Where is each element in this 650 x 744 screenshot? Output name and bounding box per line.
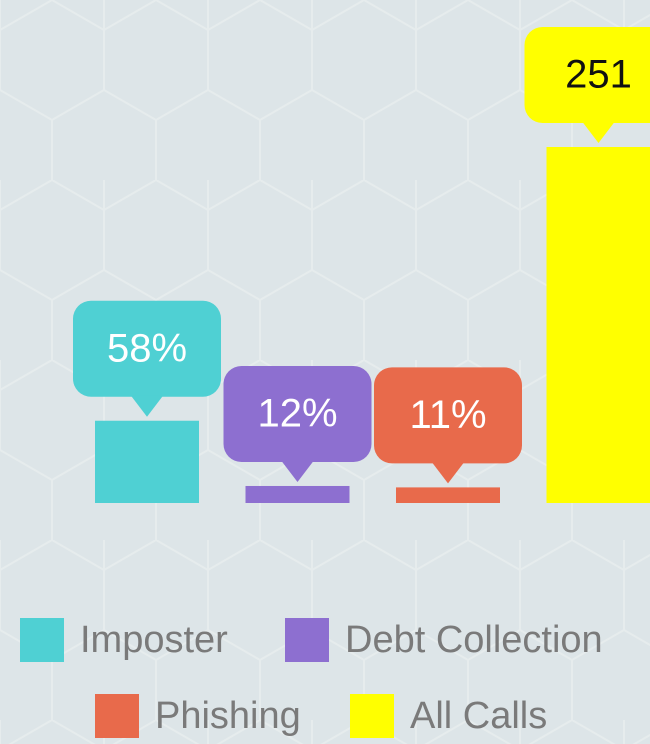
legend: Imposter Debt Collection Phishing All Calls (20, 618, 603, 738)
legend-swatch (350, 694, 394, 738)
legend-swatch (95, 694, 139, 738)
legend-swatch (20, 618, 64, 662)
bar (245, 485, 350, 503)
legend-label: Phishing (155, 695, 301, 737)
callout (223, 365, 372, 462)
callout-pointer (131, 395, 163, 417)
legend-label: All Calls (410, 695, 547, 737)
callout (73, 300, 221, 397)
callout-pointer (582, 122, 615, 143)
legend-label: Debt Collection (345, 619, 603, 661)
callout-pointer (432, 462, 464, 484)
value-label: 12% (257, 392, 337, 436)
bar (546, 147, 650, 503)
plot: 58% 12% 11% 251 (73, 27, 650, 503)
legend-swatch (285, 618, 329, 662)
value-label: 251 (565, 53, 632, 97)
value-label: 11% (409, 393, 486, 437)
callout (374, 367, 522, 464)
bar (396, 487, 500, 503)
bar (95, 420, 199, 503)
callout (524, 27, 650, 123)
callout-pointer (281, 460, 314, 482)
value-label: 58% (107, 326, 187, 370)
legend-label: Imposter (80, 619, 228, 661)
